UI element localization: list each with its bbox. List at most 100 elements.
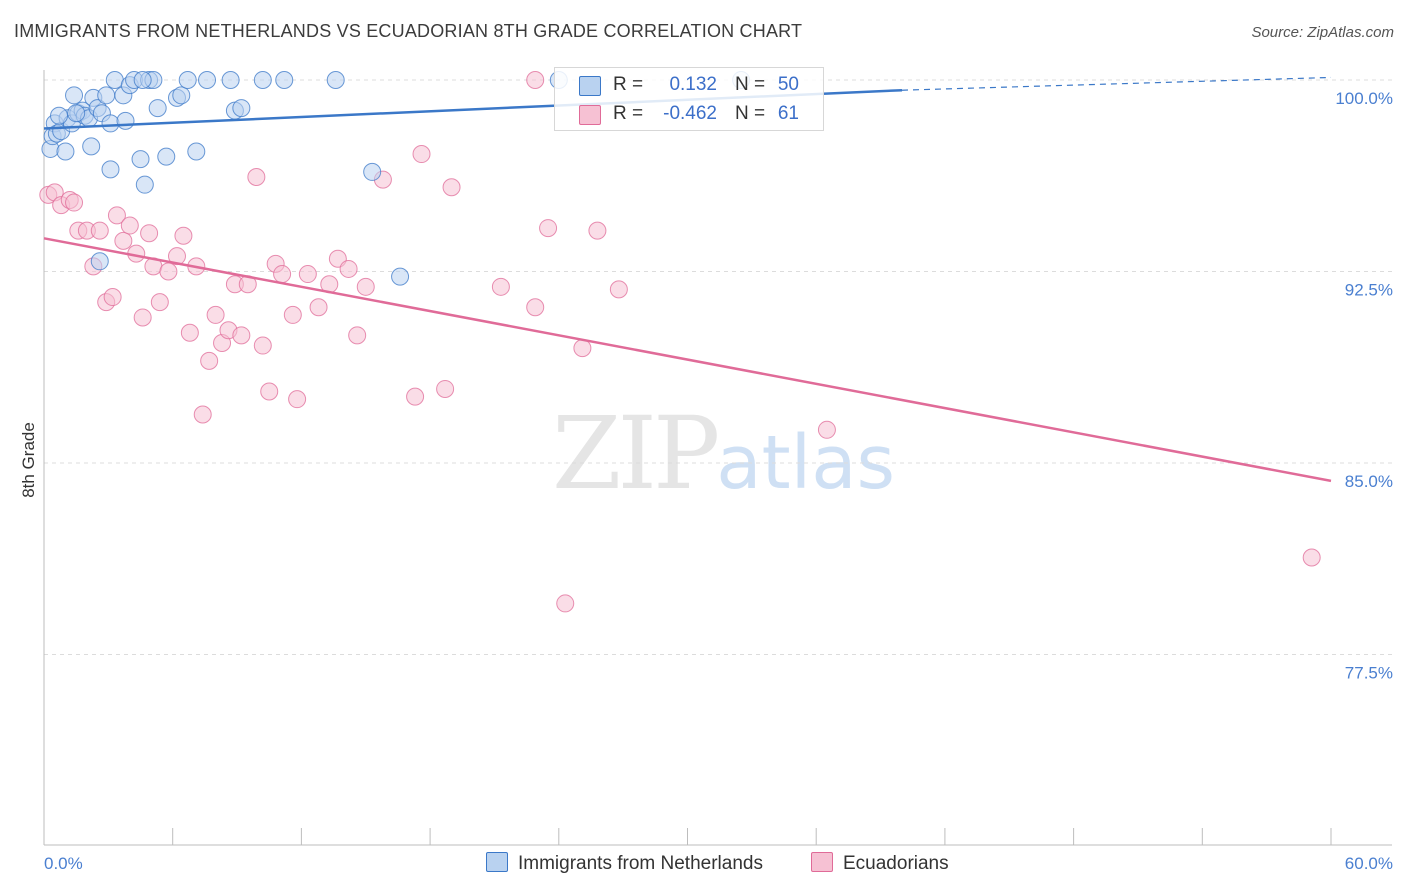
legend-r-value: 0.132: [669, 74, 717, 95]
ecuadorian-point: [120, 216, 139, 235]
netherlands-point: [101, 160, 120, 179]
ecuadorian-point: [412, 145, 431, 164]
watermark: ZIPatlas: [552, 395, 895, 512]
ecuadorian-point: [260, 382, 279, 401]
ecuadorian-point: [65, 193, 84, 212]
netherlands-point: [67, 104, 86, 123]
netherlands-point: [172, 86, 191, 105]
legend-r-label: R =: [613, 74, 644, 95]
netherlands-point: [157, 147, 176, 166]
ecuadorian-point: [150, 293, 169, 312]
trend-line-ecuadorians: [43, 237, 1332, 483]
netherlands-point: [253, 71, 272, 89]
ecuadorian-point: [232, 326, 251, 345]
netherlands-point: [105, 71, 124, 89]
netherlands-point: [363, 162, 382, 181]
legend-n-value: 61: [777, 103, 799, 124]
netherlands-point: [275, 71, 294, 89]
ecuadorian-point: [193, 405, 212, 424]
netherlands-point: [133, 71, 152, 89]
netherlands-point: [232, 99, 251, 118]
netherlands-point: [97, 86, 116, 105]
ecuadorian-point: [442, 178, 461, 197]
netherlands-point: [326, 71, 345, 89]
ecuadorian-point: [206, 305, 225, 324]
netherlands-point: [221, 71, 240, 89]
ecuadorian-point: [609, 280, 628, 299]
chart-source: Source: ZipAtlas.com: [1251, 24, 1394, 41]
ecuadorian-point: [539, 219, 558, 238]
netherlands-point: [50, 106, 69, 125]
ecuadorian-point: [1302, 548, 1321, 567]
ecuadorian-point: [526, 298, 545, 317]
bottom-legend-swatch-netherlands: [486, 852, 508, 872]
stats-legend: R = 0.132 N = 50 R = -0.462 N = 61: [554, 67, 824, 131]
bottom-legend-netherlands: Immigrants from Netherlands: [486, 852, 763, 875]
netherlands-point: [198, 71, 217, 89]
ecuadorian-point: [356, 277, 375, 296]
netherlands-point: [391, 267, 410, 286]
gridlines: [44, 79, 1392, 655]
netherlands-point: [178, 71, 197, 89]
legend-row-netherlands: R = 0.132 N = 50: [555, 71, 823, 99]
ecuadorian-point: [588, 221, 607, 240]
ecuadorian-point: [309, 298, 328, 317]
ecuadorians-points: [39, 71, 1321, 613]
ecuadorian-point: [159, 262, 178, 281]
ecuadorian-point: [90, 221, 109, 240]
ecuadorian-point: [273, 265, 292, 284]
bottom-legend-label-netherlands: Immigrants from Netherlands: [518, 853, 763, 874]
ecuadorian-point: [247, 168, 266, 187]
legend-row-ecuadorians: R = -0.462 N = 61: [555, 100, 823, 128]
ecuadorian-point: [253, 336, 272, 355]
netherlands-point: [90, 252, 109, 271]
x-tick-label-min: 0.0%: [44, 854, 83, 873]
ecuadorian-point: [174, 226, 193, 245]
netherlands-point: [131, 150, 150, 169]
y-tick-label: 77.5%: [1345, 664, 1393, 683]
netherlands-point: [82, 137, 101, 156]
ecuadorian-point: [180, 323, 199, 342]
ecuadorian-point: [348, 326, 367, 345]
x-tick-label-max: 60.0%: [1345, 854, 1393, 873]
bottom-legend-swatch-ecuadorians: [811, 852, 833, 872]
ecuadorian-point: [133, 308, 152, 327]
ecuadorian-point: [436, 379, 455, 398]
ecuadorian-point: [298, 265, 317, 284]
bottom-legend-label-ecuadorians: Ecuadorians: [843, 853, 949, 874]
ecuadorian-point: [491, 277, 510, 296]
ecuadorian-point: [406, 387, 425, 406]
ecuadorian-point: [283, 305, 302, 324]
netherlands-point: [148, 99, 167, 118]
netherlands-point: [116, 111, 135, 130]
ecuadorian-point: [103, 288, 122, 307]
ecuadorian-point: [140, 224, 159, 243]
netherlands-point: [101, 114, 120, 133]
axes: [43, 70, 1392, 846]
netherlands-point: [65, 86, 84, 105]
ecuadorian-point: [339, 259, 358, 278]
ecuadorian-point: [107, 206, 126, 225]
legend-swatch-ecuadorians: [579, 105, 601, 125]
legend-r-label: R =: [613, 103, 644, 124]
trend-line-netherlands-extension: [901, 76, 1332, 91]
ecuadorian-point: [114, 231, 133, 250]
y-tick-label: 100.0%: [1335, 89, 1393, 108]
netherlands-point: [135, 175, 154, 194]
tick-labels: 100.0% 92.5% 85.0% 77.5% 0.0% 60.0%: [44, 89, 1393, 873]
legend-swatch-netherlands: [579, 76, 601, 96]
watermark-zip: ZIP: [552, 395, 720, 512]
bottom-legend-ecuadorians: Ecuadorians: [811, 852, 949, 875]
netherlands-point: [56, 142, 75, 161]
y-tick-label: 92.5%: [1345, 281, 1393, 300]
legend-n-value: 50: [777, 74, 799, 95]
netherlands-point: [187, 142, 206, 161]
legend-r-value: -0.462: [663, 103, 717, 124]
ecuadorian-point: [167, 247, 186, 266]
y-tick-label: 85.0%: [1345, 472, 1393, 491]
y-axis-label: 8th Grade: [19, 422, 38, 498]
ecuadorian-point: [200, 351, 219, 370]
legend-n-label: N =: [735, 74, 766, 95]
ecuadorian-point: [288, 390, 307, 409]
